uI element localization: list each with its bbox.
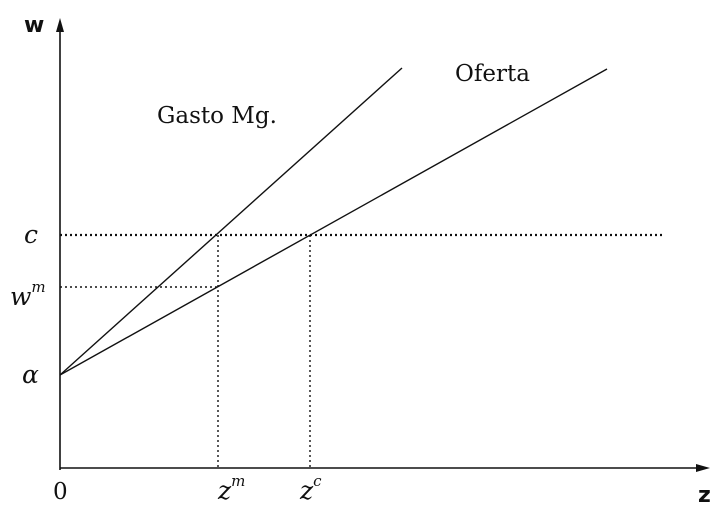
y-tick-c: c [24, 220, 38, 249]
y-tick-wm-sup: m [31, 278, 45, 296]
x-tick-zc-base: z [299, 476, 314, 504]
x-tick-zm-base: z [217, 476, 232, 504]
y-axis-label: w [24, 13, 44, 38]
supply-label: Oferta [455, 61, 530, 87]
origin-label: 0 [53, 479, 68, 504]
marginal-cost-curve [59, 67, 403, 376]
y-tick-alpha: α [22, 360, 39, 389]
x-tick-zc-sup: c [313, 472, 322, 490]
y-tick-wm: wm [10, 278, 46, 311]
y-tick-wm-base: w [10, 282, 31, 311]
marginal-cost-label: Gasto Mg. [157, 103, 277, 129]
y-tick-alpha-base: α [22, 360, 39, 389]
x-tick-zm-sup: m [231, 472, 245, 490]
x-tick-zm: zm [217, 472, 245, 504]
y-tick-c-base: c [24, 220, 38, 249]
supply-curve [59, 68, 608, 376]
y-axis-arrowhead [56, 18, 64, 32]
x-axis-arrowhead [696, 464, 710, 472]
x-tick-zc: zc [299, 472, 322, 504]
x-axis-label: z [698, 483, 711, 504]
